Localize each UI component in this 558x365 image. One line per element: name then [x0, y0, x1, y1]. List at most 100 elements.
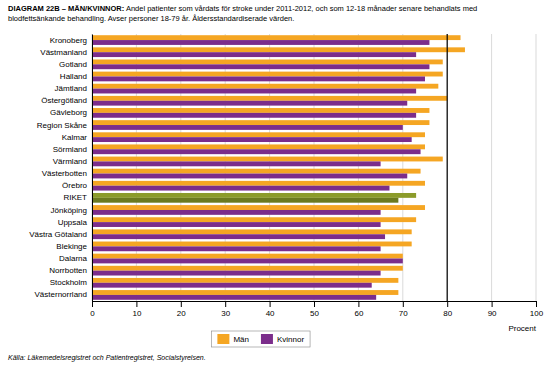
y-tick: Örebro [62, 181, 92, 190]
bar [92, 229, 412, 234]
reference-line [447, 34, 448, 301]
bar [92, 217, 416, 222]
bar [92, 174, 407, 179]
legend-frame [211, 331, 310, 347]
bar [92, 72, 443, 77]
y-tick-label: Kalmar [62, 133, 88, 142]
y-tick: Gävleborg [50, 108, 92, 117]
bar [92, 254, 403, 259]
x-axis: 0102030405060708090100 [90, 301, 543, 318]
grid [92, 34, 536, 301]
bar [92, 242, 412, 247]
x-axis-line [93, 302, 537, 308]
y-tick: Gotland [59, 60, 92, 69]
x-tick-label: 0 [90, 309, 95, 318]
bar [92, 108, 429, 113]
y-tick-label: Dalarna [59, 254, 88, 263]
y-tick-label: Uppsala [58, 218, 88, 227]
bar [92, 234, 385, 239]
bar [92, 101, 407, 106]
y-tick-label: Örebro [62, 181, 87, 190]
x-tick: 90 [488, 301, 497, 318]
bar [92, 157, 443, 162]
plot: 0102030405060708090100KronobergVästmanla… [29, 34, 544, 347]
y-tick-label: Västernorrland [35, 290, 87, 299]
y-tick-label: Gävleborg [50, 108, 87, 117]
bar [92, 283, 372, 288]
y-tick: Uppsala [58, 218, 92, 227]
x-tick-label: 20 [177, 309, 186, 318]
bar [92, 35, 461, 40]
source: Källa: Läkemedelsregistret och Patientre… [8, 354, 206, 362]
bar [92, 295, 376, 300]
y-tick: Östergötland [41, 96, 92, 105]
series [92, 35, 465, 295]
y-tick-label: Halland [60, 72, 87, 81]
y-tick: RIKET [63, 193, 92, 202]
y-tick: Jönköping [51, 206, 92, 215]
x-tick-mark [358, 301, 359, 307]
x-tick-mark [314, 301, 315, 307]
grid-line [92, 34, 93, 301]
y-tick-label: Region Skåne [37, 121, 88, 130]
bar [92, 96, 447, 101]
y-tick-label: Kronoberg [50, 36, 87, 45]
bar [92, 144, 425, 149]
y-tick: Dalarna [59, 254, 92, 263]
x-tick-mark [403, 301, 404, 307]
bar [92, 120, 429, 125]
bar [92, 40, 429, 45]
y-tick: Jämtland [55, 84, 92, 93]
bar [92, 290, 398, 295]
y-tick: Halland [60, 72, 92, 81]
y-tick-label: Gotland [59, 60, 87, 69]
bar [92, 266, 403, 271]
bar [92, 89, 416, 94]
x-tick-label: 60 [354, 309, 363, 318]
grid-line [536, 34, 537, 301]
x-tick-mark [136, 301, 137, 307]
x-tick-label: 80 [443, 309, 452, 318]
y-tick-label: Västerbotten [42, 169, 87, 178]
x-tick-mark [225, 301, 226, 307]
y-tick: Värmland [53, 157, 92, 166]
x-tick: 10 [132, 301, 141, 318]
legend-swatch [261, 334, 273, 344]
bar [92, 193, 416, 198]
legend-item: Män [217, 334, 249, 344]
x-tick-label: 90 [488, 309, 497, 318]
legend-label: Män [233, 335, 249, 344]
x-tick: 0 [90, 301, 95, 318]
grid-line [447, 34, 448, 301]
y-tick: Kalmar [62, 133, 92, 142]
legend-item: Kvinnor [261, 334, 304, 344]
bar [92, 169, 421, 174]
x-tick-label: 10 [132, 309, 141, 318]
x-tick-mark [536, 301, 537, 307]
y-tick: Västmanland [40, 48, 92, 57]
bar [92, 47, 465, 52]
bar [92, 259, 403, 264]
y-tick: Norrbotten [49, 266, 92, 275]
y-tick-label: Blekinge [56, 242, 87, 251]
legend-swatch [217, 334, 229, 344]
x-tick: 60 [354, 301, 363, 318]
y-tick-label: Norrbotten [49, 266, 87, 275]
y-tick: Region Skåne [37, 121, 92, 130]
x-tick-label: 50 [310, 309, 319, 318]
bar [92, 132, 425, 137]
y-tick-label: Östergötland [41, 96, 87, 105]
y-tick: Västra Götaland [29, 230, 92, 239]
bar [92, 246, 381, 251]
x-tick-mark [492, 301, 493, 307]
y-tick: Västerbotten [42, 169, 92, 178]
x-tick: 70 [399, 301, 408, 318]
series [92, 40, 429, 300]
y-axis-line [92, 35, 93, 302]
bar [92, 149, 421, 154]
bar [92, 84, 438, 89]
bar [92, 181, 425, 186]
grid-line [491, 34, 492, 301]
y-tick-label: Jämtland [55, 84, 87, 93]
x-tick: 50 [310, 301, 319, 318]
